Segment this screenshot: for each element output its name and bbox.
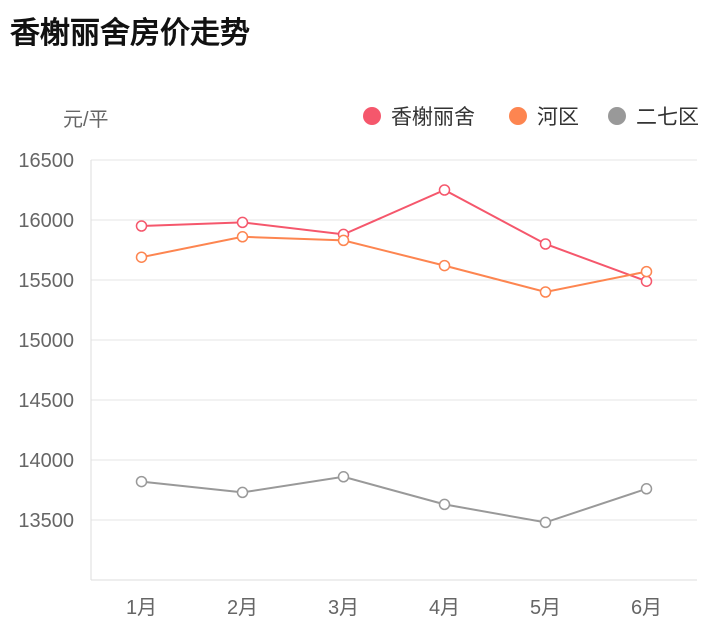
x-tick-label: 2月 [227, 597, 258, 619]
x-tick-label: 3月 [328, 597, 359, 619]
data-point [438, 259, 451, 272]
legend-label: 二七区 [636, 105, 699, 129]
y-tick-label: 15000 [18, 330, 74, 352]
series-line [141, 188, 647, 283]
x-tick-label: 4月 [429, 597, 460, 619]
legend-marker [608, 107, 626, 125]
data-point [640, 265, 653, 278]
data-point [640, 483, 653, 495]
data-point [135, 475, 148, 488]
chart-title: 香榭丽舍房价走势 [10, 16, 250, 51]
legend-label: 香榭丽舍 [391, 105, 475, 129]
series-line [141, 475, 647, 524]
y-axis-label: 元/平 [63, 109, 109, 131]
y-tick-label: 16500 [18, 150, 74, 172]
data-point [539, 286, 552, 298]
data-point [337, 234, 350, 247]
data-point [135, 220, 148, 232]
series-line [141, 235, 647, 294]
data-point [337, 471, 350, 483]
y-tick-label: 14000 [18, 450, 74, 472]
y-tick-label: 14500 [18, 390, 74, 412]
y-tick-label: 15500 [18, 270, 74, 292]
data-point [640, 275, 653, 287]
data-point [236, 231, 249, 243]
data-point [135, 251, 148, 263]
legend-marker [509, 107, 527, 125]
data-point [438, 498, 451, 511]
data-point [438, 184, 451, 196]
y-tick-label: 13500 [18, 510, 74, 532]
legend-label: 河区 [537, 105, 579, 129]
legend-marker [363, 107, 381, 125]
data-point [539, 516, 552, 529]
data-point [539, 238, 552, 250]
x-tick-label: 1月 [126, 597, 157, 619]
x-tick-label: 5月 [530, 597, 561, 619]
x-tick-label: 6月 [631, 597, 662, 619]
data-point [236, 486, 249, 499]
y-tick-label: 16000 [18, 210, 74, 232]
data-point [236, 216, 249, 229]
